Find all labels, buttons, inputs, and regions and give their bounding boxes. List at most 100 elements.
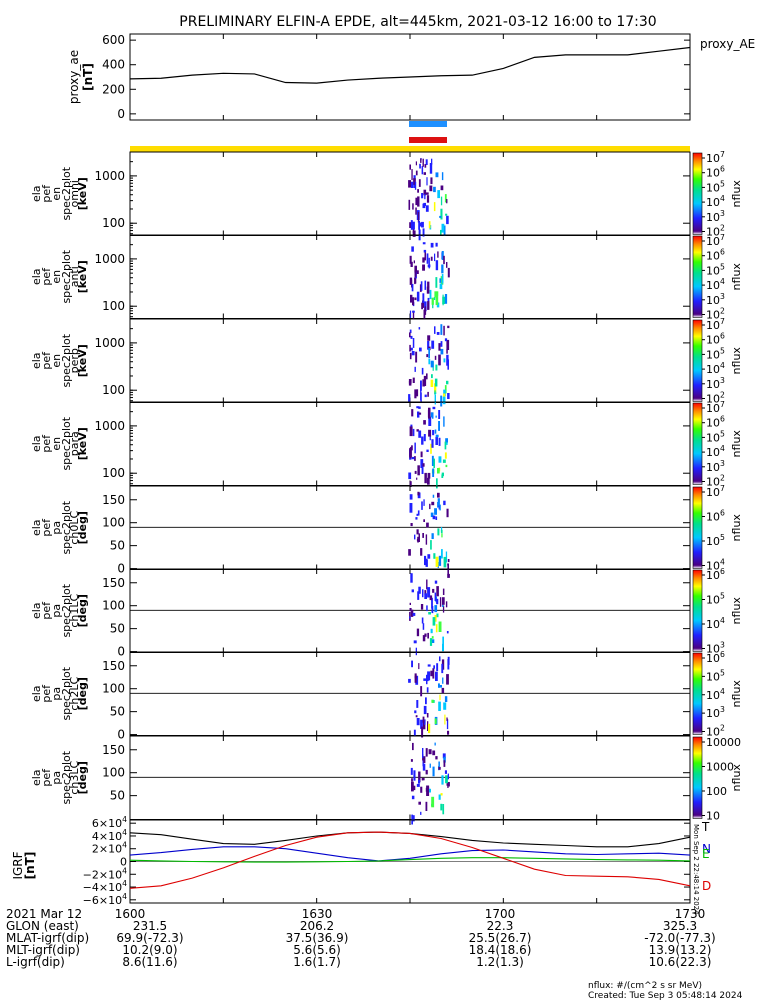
y-axis-label-part: en bbox=[50, 187, 63, 201]
spectrogram-pixel bbox=[434, 742, 436, 746]
spectrogram-pixel bbox=[439, 597, 442, 607]
spectrogram-pixel bbox=[414, 442, 416, 454]
x-annotation-value: 206.2 bbox=[300, 919, 334, 933]
spectrogram-pixel bbox=[447, 656, 450, 665]
colorbar-tick-label: 105 bbox=[706, 429, 725, 444]
spectrogram-pixel bbox=[436, 663, 439, 672]
x-annotation-value: 1630 bbox=[302, 907, 333, 921]
y-axis-label-part: ela bbox=[30, 685, 43, 702]
spectrogram-pixel bbox=[411, 169, 413, 181]
spectrogram-pixel bbox=[437, 492, 440, 498]
spectrogram-pixel bbox=[428, 358, 431, 365]
y-tick-label: 150 bbox=[102, 659, 125, 673]
spectrogram-pixel bbox=[440, 348, 444, 355]
spectrogram-pixel bbox=[421, 166, 424, 175]
spectrogram-pixel bbox=[421, 501, 423, 510]
spectrogram-pixel bbox=[421, 436, 424, 445]
spectrogram-pixel bbox=[408, 381, 412, 386]
colorbar-tick-label: 106 bbox=[706, 165, 725, 180]
spectrogram-pixel bbox=[408, 472, 412, 480]
colorbar bbox=[692, 569, 703, 652]
colorbar bbox=[692, 652, 703, 735]
y-axis-label-part: [keV] bbox=[76, 260, 89, 293]
spectrogram-pixel bbox=[418, 179, 421, 187]
spectrogram-pixel bbox=[427, 335, 431, 341]
colorbar-tick-label: 103 bbox=[706, 705, 725, 720]
spectrogram-pixel bbox=[438, 621, 442, 632]
y-axis-label-part: [deg] bbox=[76, 677, 89, 710]
spectrogram-pixel bbox=[435, 756, 438, 760]
spectrogram-pixel bbox=[446, 674, 449, 685]
spectrogram-pixel bbox=[438, 456, 442, 463]
y-axis-label-part: spec2plot bbox=[60, 166, 73, 220]
spectrogram-pixel bbox=[431, 374, 433, 379]
spectrogram-pixel bbox=[443, 702, 447, 710]
spectrogram-pixel bbox=[441, 251, 444, 260]
spectrogram-pixel bbox=[416, 783, 420, 787]
spectrogram-pixel bbox=[422, 300, 425, 308]
spectrogram-pixel bbox=[434, 326, 436, 334]
spectrogram-pixel bbox=[447, 325, 450, 329]
spectrogram-pixel bbox=[425, 534, 428, 545]
spectrogram-pixel bbox=[432, 406, 436, 410]
spectrogram-pixel bbox=[432, 766, 435, 777]
spectrogram-pixel bbox=[411, 795, 415, 800]
x-annotation-value: 1.2(1.3) bbox=[476, 955, 524, 969]
spectrogram-pixel bbox=[430, 177, 433, 185]
y-tick-label: 100 bbox=[102, 299, 125, 313]
spectrogram-pixel bbox=[437, 528, 440, 536]
spectrogram-pixel bbox=[435, 172, 439, 178]
spectrogram-pixel bbox=[424, 719, 426, 725]
spectrogram-pixel bbox=[435, 624, 438, 633]
spectrogram-pixel bbox=[409, 164, 411, 170]
y-axis-label-part: pef bbox=[40, 684, 53, 703]
panel-en-para: 1000100elapefenspec2plotpara[keV]1071061… bbox=[30, 400, 743, 489]
spectrogram-pixel bbox=[426, 253, 429, 264]
spectrogram-pixel bbox=[411, 181, 414, 188]
spectrogram-pixel bbox=[439, 504, 441, 511]
spectrogram-pixel bbox=[444, 338, 448, 342]
spectrogram-pixel bbox=[412, 612, 416, 616]
spectrogram-pixel bbox=[423, 309, 426, 319]
y-axis-label-part: pef bbox=[40, 601, 53, 620]
spectrogram-pixel bbox=[419, 163, 421, 169]
spectrogram-pixel bbox=[435, 295, 439, 306]
spectrogram-pixel bbox=[430, 256, 433, 261]
y-axis-label: proxy_ae bbox=[67, 50, 81, 104]
spectrogram-pixel bbox=[436, 598, 439, 605]
y-axis-label-part: spec2plot bbox=[60, 583, 73, 637]
science-zone-bar-blue bbox=[409, 121, 447, 127]
spectrogram-pixel bbox=[416, 529, 419, 535]
spectrogram-pixel bbox=[421, 193, 424, 199]
colorbar-tick-label: 100 bbox=[706, 785, 727, 798]
spectrogram-pixel bbox=[409, 616, 411, 619]
spectrogram-pixel bbox=[444, 294, 448, 304]
spectrogram-pixel bbox=[442, 605, 445, 613]
spectrogram-pixel bbox=[411, 283, 414, 292]
spectrogram-pixel bbox=[434, 718, 437, 725]
spectrogram-pixel bbox=[428, 348, 430, 359]
spectrogram-pixel bbox=[418, 533, 420, 542]
spectrogram-pixel bbox=[418, 771, 421, 783]
spectrogram-pixel bbox=[427, 477, 430, 485]
spectrogram-pixel bbox=[416, 429, 419, 432]
legend-proxy-ae: proxy_AE bbox=[700, 37, 755, 51]
spectrogram-pixel bbox=[412, 221, 415, 230]
x-annotation-value: 1730 bbox=[675, 907, 706, 921]
spectrogram-pixel bbox=[429, 638, 433, 646]
spectrogram-pixel bbox=[443, 416, 445, 427]
panel-en-anti: 1000100elapefenspec2plotanti[keV]1071061… bbox=[30, 233, 743, 322]
spectrogram-pixel bbox=[427, 632, 429, 639]
spectrogram-pixel bbox=[413, 640, 417, 644]
colorbar-label: nflux bbox=[730, 347, 743, 375]
sunlight-bar bbox=[130, 146, 690, 152]
colorbar-tick-label: 105 bbox=[706, 592, 725, 607]
spectrogram-pixel bbox=[441, 663, 444, 674]
spectrogram-pixel bbox=[418, 801, 421, 805]
spectrogram-pixel bbox=[431, 636, 434, 639]
spectrogram-pixel bbox=[418, 663, 420, 670]
spectrogram-pixel bbox=[441, 223, 445, 233]
